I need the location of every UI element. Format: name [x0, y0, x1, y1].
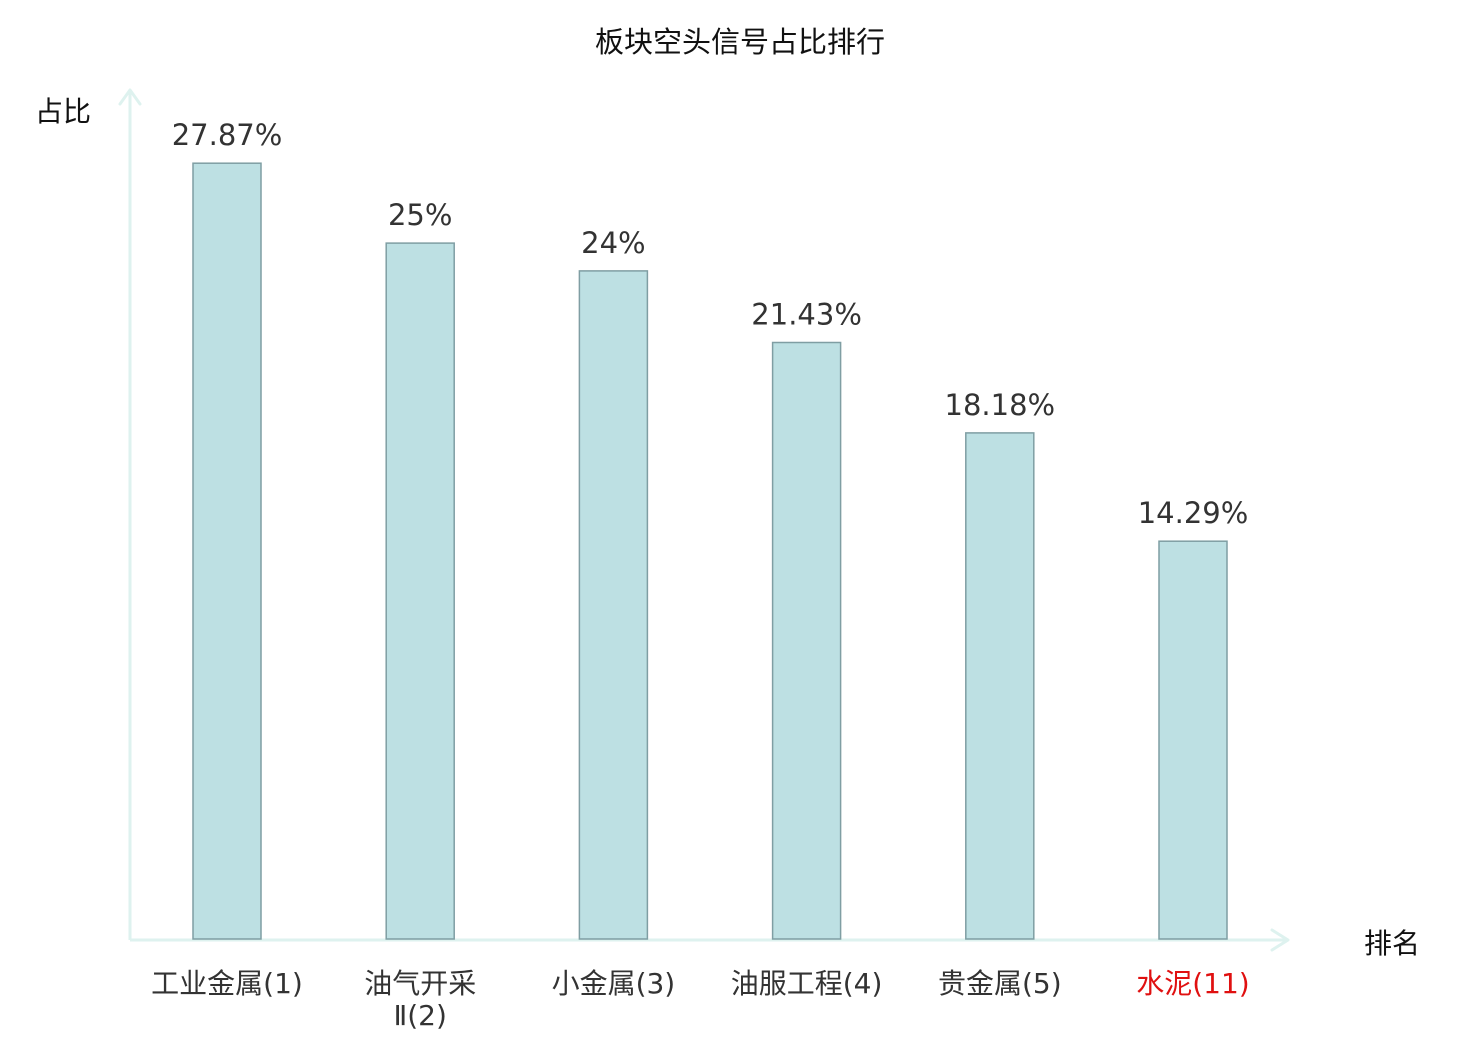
- y-axis-arrow: [118, 88, 142, 106]
- axes: [118, 88, 1290, 952]
- bar-value-label-6: 14.29%: [1138, 496, 1249, 530]
- bar-2: [385, 242, 455, 940]
- x-axis-label: 排名: [1364, 927, 1420, 960]
- category-label-3: 小金属(3): [552, 967, 676, 1000]
- category-label-1: 工业金属(1): [151, 967, 303, 1000]
- bars-group: [192, 162, 1228, 940]
- bar-value-label-3: 24%: [581, 226, 645, 260]
- bar-1: [192, 162, 262, 940]
- bar-3: [578, 270, 649, 940]
- category-label-5: 贵金属(5): [938, 967, 1062, 1000]
- bar-value-label-1: 27.87%: [172, 118, 283, 152]
- category-label-2-line-1: 油气开采: [364, 967, 476, 1000]
- category-label-6: 水泥(11): [1136, 967, 1249, 1000]
- bar-4: [771, 341, 842, 940]
- category-label-2-line-2: Ⅱ(2): [393, 999, 446, 1032]
- x-axis-arrow: [1270, 928, 1290, 952]
- bar-value-label-2: 25%: [388, 198, 452, 232]
- bar-value-label-4: 21.43%: [751, 298, 862, 332]
- bar-5: [965, 432, 1035, 940]
- y-axis-label: 占比: [35, 95, 91, 128]
- category-label-4: 油服工程(4): [731, 967, 883, 1000]
- bar-value-label-5: 18.18%: [945, 388, 1056, 422]
- value-labels-group: 27.87% 25% 24% 21.43% 18.18% 14.29%: [172, 118, 1249, 530]
- chart-title: 板块空头信号占比排行: [595, 25, 885, 59]
- bar-6: [1158, 540, 1228, 940]
